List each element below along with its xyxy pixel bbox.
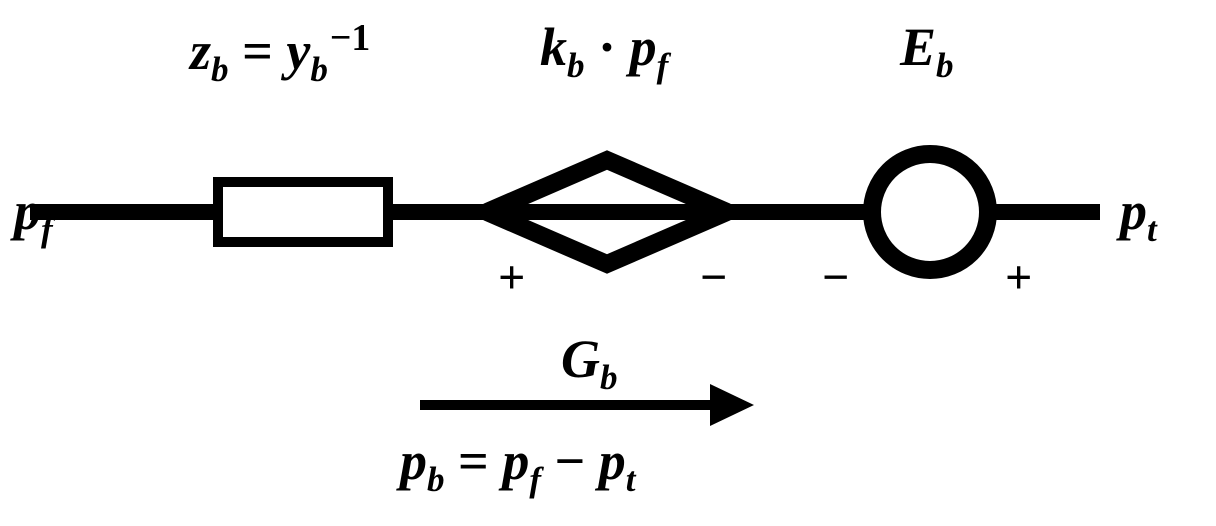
flow-label: Gb [561, 328, 618, 398]
var-y: y [286, 21, 310, 81]
var-pk: p [630, 17, 657, 77]
sub-f2: f [529, 460, 541, 499]
sub-f: f [41, 210, 53, 249]
sub-b2: b [310, 50, 328, 89]
minus-sign-diamond: − [700, 250, 727, 305]
minus-sign-circle: − [822, 250, 849, 305]
pressure-equation: pb = pf − pt [400, 430, 636, 500]
var-pb: p [400, 431, 427, 491]
resistor-box [218, 182, 388, 242]
circuit-diagram: zb = yb−1 kb · pf Eb pf pt + − − + Gb pb… [0, 0, 1216, 526]
var-pt: p [1120, 181, 1147, 241]
impedance-label: zb = yb−1 [190, 16, 370, 90]
sub-fk: f [657, 46, 669, 85]
eq1: = [229, 21, 287, 81]
dependent-source-label: kb · pf [540, 16, 668, 86]
minus: − [541, 431, 599, 491]
var-k: k [540, 17, 567, 77]
sub-t2: t [626, 460, 636, 499]
sup-neg1: −1 [330, 17, 370, 59]
sub-bk: b [567, 46, 585, 85]
var-z: z [190, 21, 211, 81]
plus-sign-diamond: + [498, 250, 525, 305]
var-pt2: p [599, 431, 626, 491]
eq2: = [445, 431, 503, 491]
sub-bE: b [936, 46, 954, 85]
var-G: G [561, 329, 600, 389]
terminal-left-label: pf [14, 180, 53, 250]
sub-bG: b [600, 358, 618, 397]
plus-sign-circle: + [1005, 250, 1032, 305]
voltage-source [872, 154, 988, 270]
terminal-right-label: pt [1120, 180, 1157, 250]
sub-b1: b [211, 50, 229, 89]
emf-label: Eb [900, 16, 954, 86]
var-pf: p [14, 181, 41, 241]
var-pf2: p [502, 431, 529, 491]
sub-t: t [1147, 210, 1157, 249]
flow-arrow-head [710, 384, 754, 426]
dot: · [585, 17, 630, 77]
sub-bpb: b [427, 460, 445, 499]
var-E: E [900, 17, 936, 77]
